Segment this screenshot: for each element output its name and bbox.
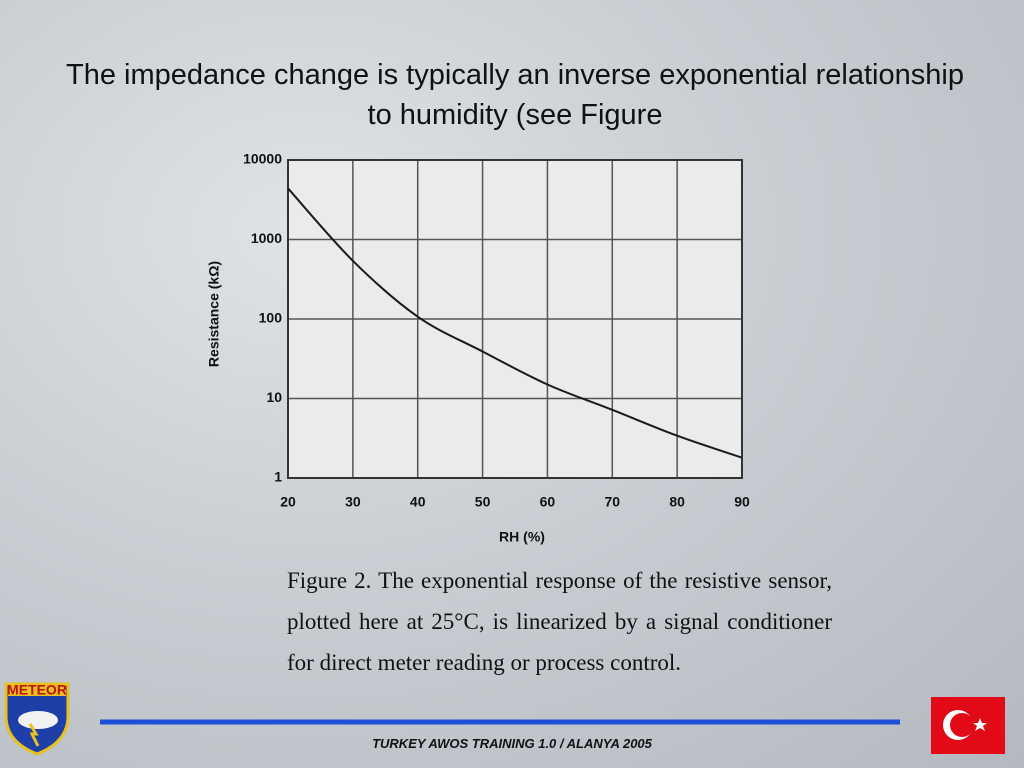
footer-text: TURKEY AWOS TRAINING 1.0 / ALANYA 2005 xyxy=(372,736,652,751)
y-tick-label: 1000 xyxy=(251,230,282,246)
x-tick-label: 90 xyxy=(734,494,750,510)
x-tick-label: 70 xyxy=(604,494,620,510)
x-tick-label: 60 xyxy=(540,494,556,510)
x-tick-label: 30 xyxy=(345,494,361,510)
logo-text: METEOR xyxy=(7,682,67,698)
slide-title: The impedance change is typically an inv… xyxy=(66,59,964,131)
y-tick-label: 1 xyxy=(274,469,282,485)
x-tick-label: 40 xyxy=(410,494,426,510)
x-tick-label: 80 xyxy=(669,494,685,510)
x-tick-label: 20 xyxy=(280,494,296,510)
y-tick-label: 10000 xyxy=(243,151,282,167)
data-line xyxy=(287,187,743,459)
figure-caption: Figure 2. The exponential response of th… xyxy=(287,568,832,675)
plot-frame xyxy=(287,159,743,479)
y-tick-label: 10 xyxy=(266,389,282,405)
x-tick-label: 50 xyxy=(475,494,491,510)
chart: RH (%) Resistance (kΩ) 1 10 100 1000 10000 20… xyxy=(206,151,750,545)
y-axis-label: Resistance (kΩ) xyxy=(206,261,222,367)
y-tick-label: 100 xyxy=(259,310,283,326)
x-axis-label: RH (%) xyxy=(499,529,545,545)
